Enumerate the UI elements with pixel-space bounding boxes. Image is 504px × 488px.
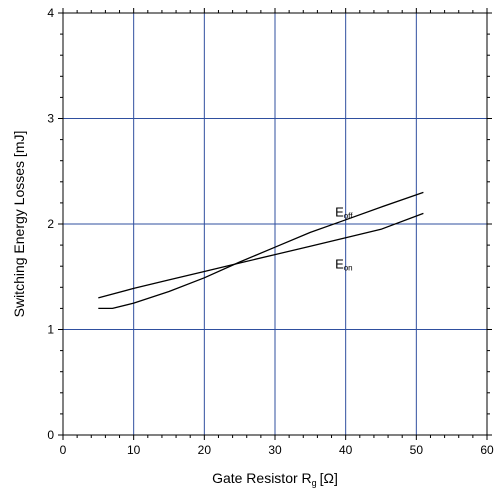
- series-lines: [98, 191, 424, 310]
- series-line-eoff: [98, 191, 424, 310]
- x-tick-label: 0: [60, 443, 67, 457]
- y-tick-label: 1: [47, 323, 54, 337]
- x-tick-label: 10: [127, 443, 141, 457]
- x-axis-title-subscript: g: [312, 478, 317, 488]
- x-axis-title: Gate Resistor Rg [Ω]: [212, 470, 338, 488]
- series-label-eoff: Eoff: [335, 205, 353, 221]
- x-tick-label: 30: [268, 443, 282, 457]
- grid: [63, 13, 487, 435]
- y-axis-title: Switching Energy Losses [mJ]: [11, 131, 27, 318]
- series-labels: Eoff Eon: [335, 205, 353, 273]
- x-tick-label: 60: [480, 443, 494, 457]
- x-axis-title-unit: [Ω]: [320, 470, 338, 486]
- x-tick-label: 20: [198, 443, 212, 457]
- x-axis-title-main: Gate Resistor R: [212, 470, 312, 486]
- series-label-eon: Eon: [335, 256, 353, 272]
- y-tick-label: 2: [47, 217, 54, 231]
- x-tick-label: 50: [410, 443, 424, 457]
- x-tick-label: 40: [339, 443, 353, 457]
- y-tick-label: 4: [47, 6, 54, 20]
- y-tick-label: 0: [47, 428, 54, 442]
- axis-ticks: 0 10 20 30 40 50 60 0 1 2 3 4: [47, 6, 494, 457]
- series-line-eon: [98, 212, 424, 299]
- y-tick-label: 3: [47, 112, 54, 126]
